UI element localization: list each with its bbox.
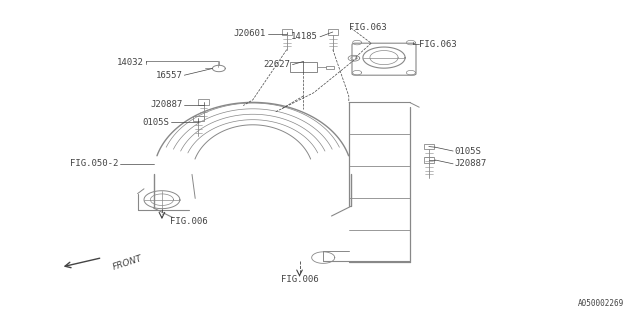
Text: FIG.006: FIG.006 <box>281 276 318 284</box>
Bar <box>282 29 292 35</box>
Text: J20601: J20601 <box>234 29 266 38</box>
Text: 0105S: 0105S <box>454 147 481 156</box>
Text: 16557: 16557 <box>156 71 182 80</box>
Text: A050002269: A050002269 <box>578 299 624 308</box>
Bar <box>424 144 434 149</box>
Bar <box>290 62 317 72</box>
Text: 22627: 22627 <box>264 60 291 69</box>
Text: J20887: J20887 <box>454 159 486 168</box>
Bar <box>328 29 338 35</box>
Text: FIG.063: FIG.063 <box>419 40 457 49</box>
Text: 14032: 14032 <box>117 58 144 67</box>
Bar <box>193 116 204 121</box>
Bar <box>326 66 334 69</box>
Bar <box>424 157 434 163</box>
Text: 14185: 14185 <box>291 32 318 41</box>
Text: 0105S: 0105S <box>143 118 170 127</box>
Bar <box>198 99 209 105</box>
Text: FIG.050-2: FIG.050-2 <box>70 159 118 168</box>
Text: J20887: J20887 <box>150 100 182 109</box>
Text: FIG.006: FIG.006 <box>170 217 207 226</box>
Text: FRONT: FRONT <box>112 254 144 272</box>
Text: FIG.063: FIG.063 <box>349 23 387 32</box>
